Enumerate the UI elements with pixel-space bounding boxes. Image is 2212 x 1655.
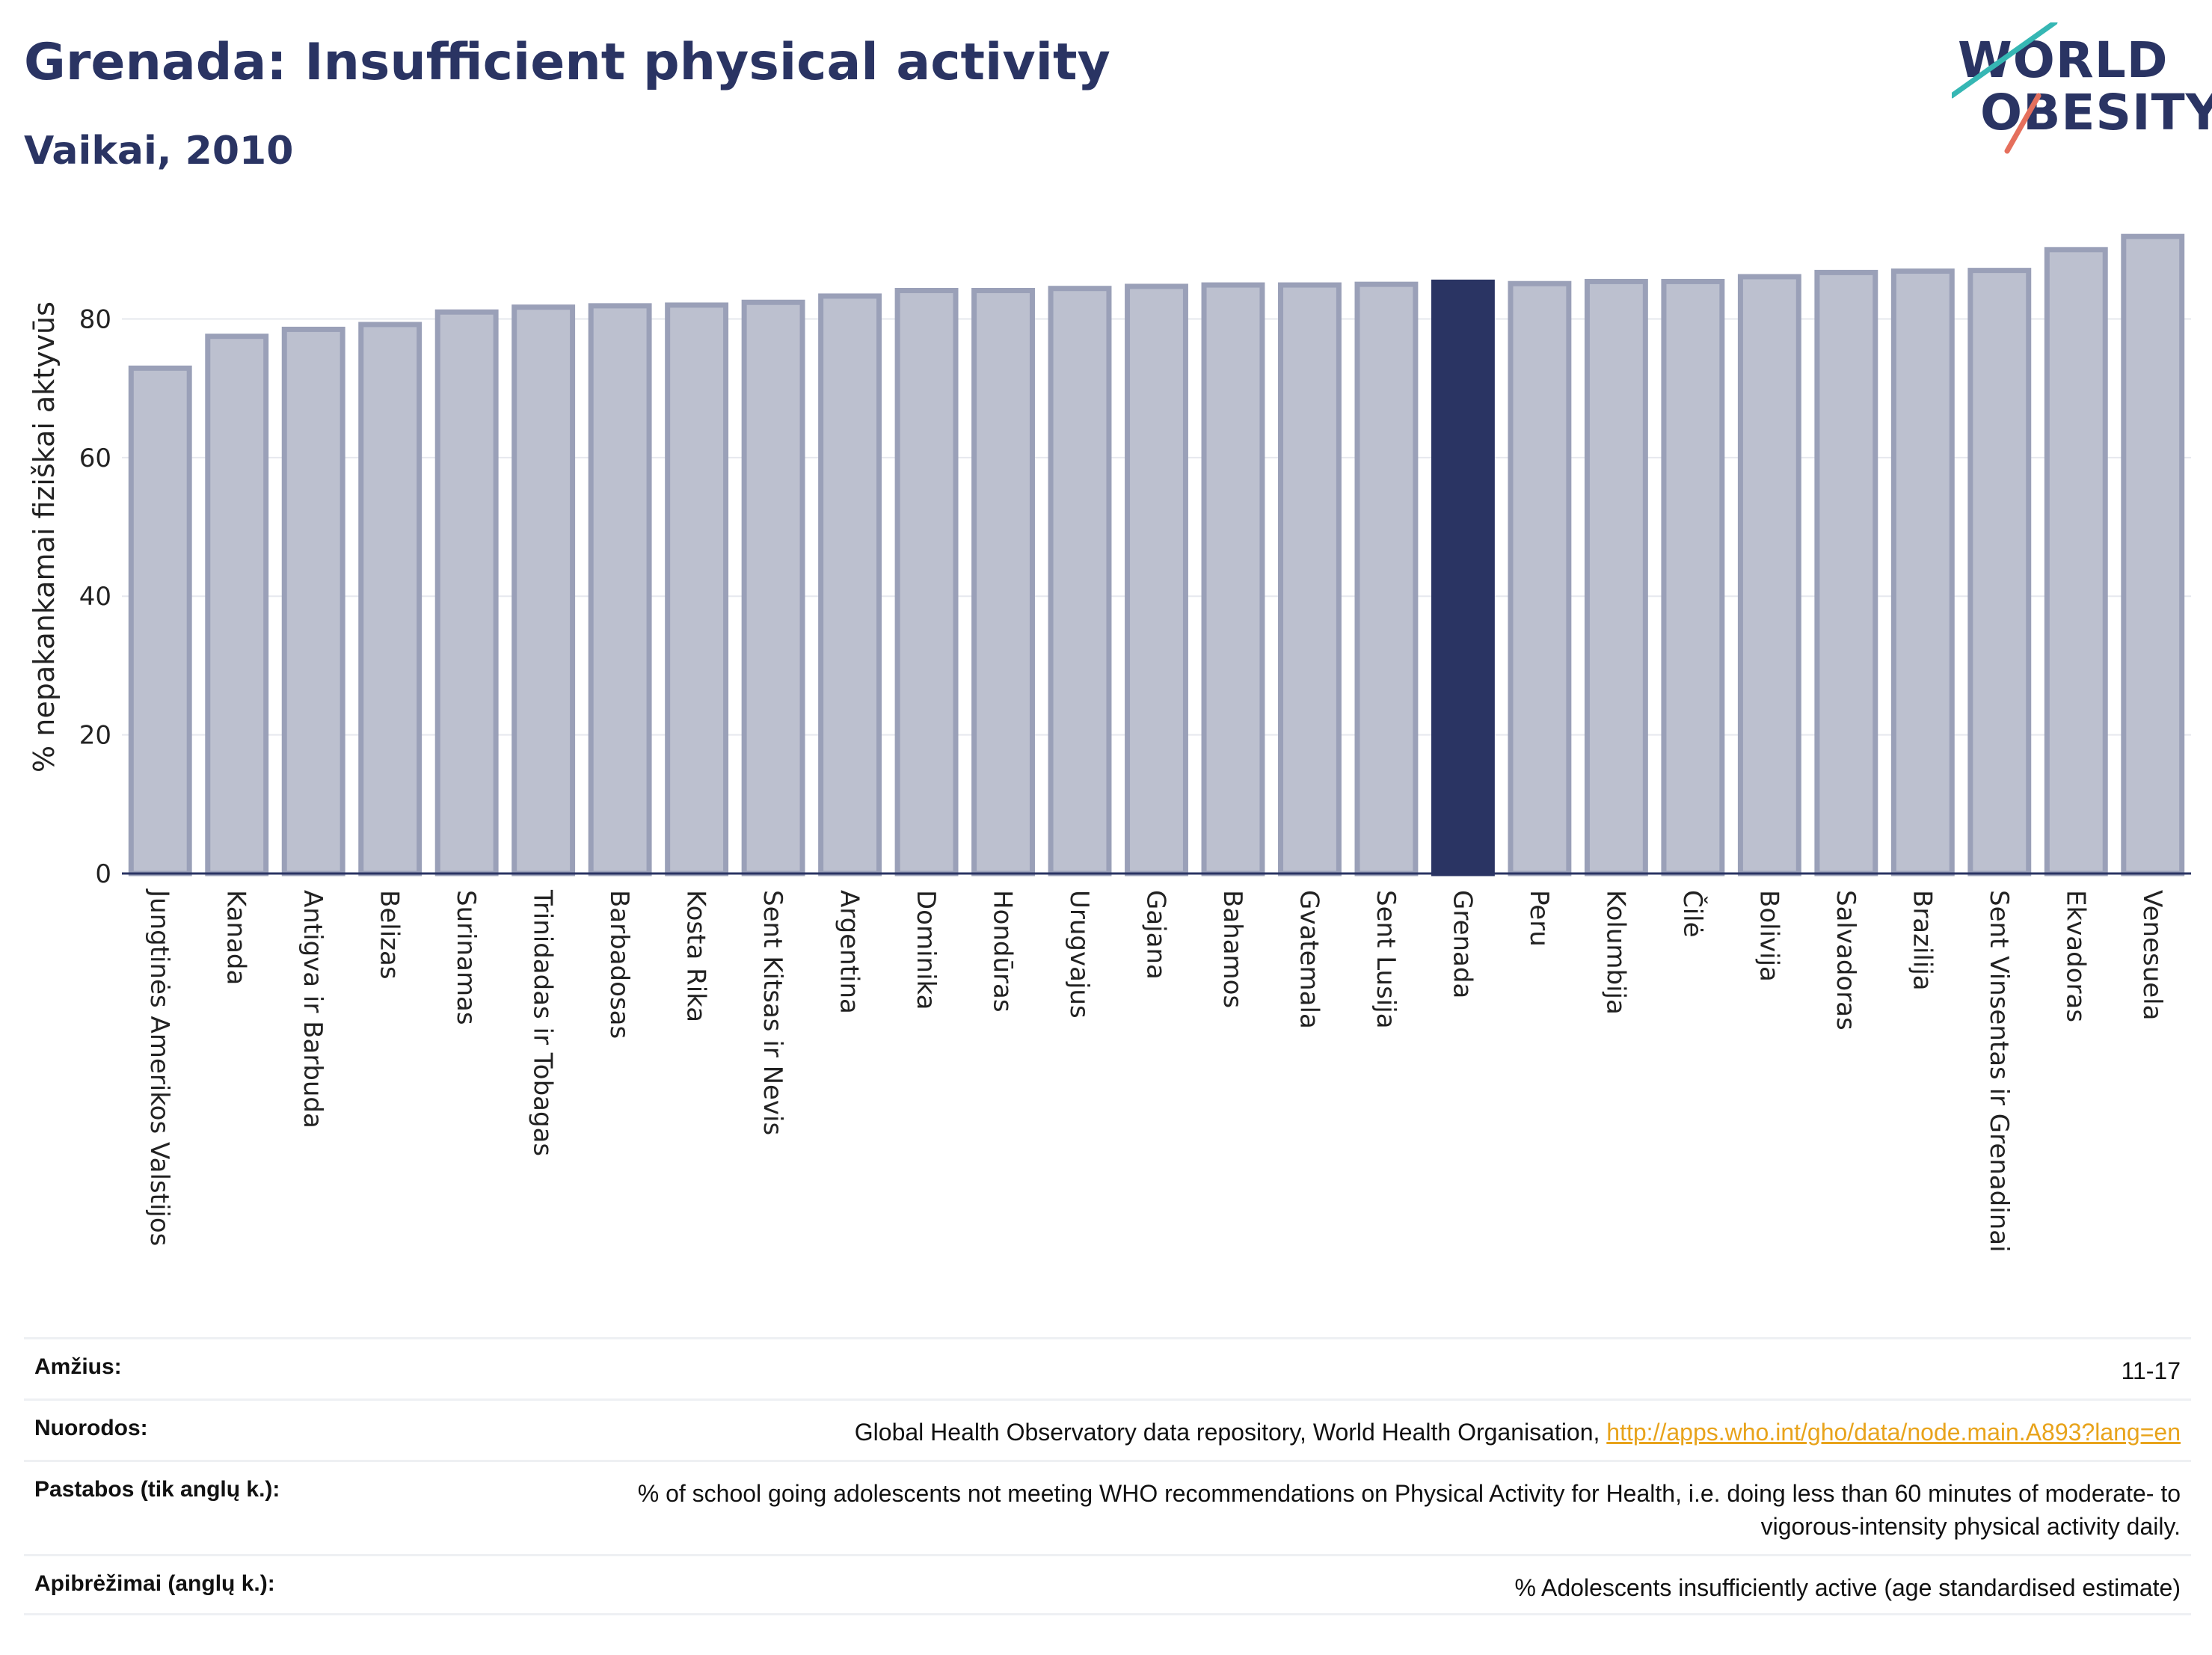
bar-18[interactable]: [1508, 280, 1572, 876]
bar-0[interactable]: [128, 365, 192, 876]
x-tick-label: Jungtinės Amerikos Valstijos: [144, 888, 174, 1246]
x-tick-label: Bolivija: [1754, 890, 1784, 982]
x-tick-label: Sent Vinsentas ir Grenadinai: [1984, 890, 2014, 1253]
x-tick-label: Salvadoras: [1831, 890, 1861, 1031]
x-tick-label: Venesuela: [2137, 890, 2167, 1020]
logo-slash-icon: [1952, 22, 2058, 154]
bar-22[interactable]: [1814, 269, 1878, 876]
info-value-references: Global Health Observatory data repositor…: [855, 1416, 2191, 1449]
axes: 0 20 40 60 80: [79, 304, 2191, 889]
bar-15[interactable]: [1278, 282, 1342, 876]
bar-11[interactable]: [971, 287, 1035, 876]
category-labels: Jungtinės Amerikos Valstijos Kanada Antigv…: [144, 888, 2167, 1253]
bar-23[interactable]: [1890, 268, 1955, 876]
info-row-notes: Pastabos (tik anglų k.): % of school goi…: [24, 1460, 2191, 1554]
bar-9[interactable]: [818, 293, 882, 876]
bar-17[interactable]: [1431, 279, 1495, 876]
x-tick-label: Argentina: [835, 890, 864, 1014]
x-tick-label: Surinamas: [451, 890, 481, 1025]
x-tick-label: Belizas: [375, 890, 405, 980]
y-tick-label: 80: [79, 304, 111, 334]
y-tick-label: 40: [79, 582, 111, 612]
bar-25[interactable]: [2044, 247, 2108, 876]
x-tick-label: Peru: [1524, 890, 1554, 947]
logo-text-line1: WORLD: [1958, 31, 2169, 89]
x-tick-label: Trinidadas ir Tobagas: [528, 889, 558, 1156]
chart-title: Grenada: Insufficient physical activity: [24, 33, 1110, 92]
x-tick-label: Hondūras: [988, 890, 1018, 1013]
y-tick-label: 0: [95, 859, 111, 889]
x-tick-label: Barbadosas: [604, 890, 634, 1039]
info-label-notes: Pastabos (tik anglų k.):: [34, 1477, 280, 1502]
bar-4[interactable]: [434, 309, 499, 876]
bar-14[interactable]: [1201, 282, 1265, 876]
y-axis-title: % nepakankamai fiziškai aktyvūs: [28, 301, 61, 773]
bar-16[interactable]: [1354, 281, 1419, 876]
bar-chart: 0 20 40 60 80 Jungtinės Amerikos Valstijos Ka…: [28, 233, 2191, 1253]
x-tick-label: Gvatemala: [1294, 890, 1324, 1029]
x-tick-label: Antigva ir Barbuda: [298, 890, 328, 1129]
bar-1[interactable]: [205, 334, 269, 876]
info-value-definitions: % Adolescents insufficiently active (age…: [1514, 1574, 2181, 1601]
bar-19[interactable]: [1584, 278, 1648, 876]
bar-10[interactable]: [894, 287, 959, 876]
x-tick-label: Grenada: [1447, 890, 1477, 998]
info-table: Amžius: 11-17 Nuorodos: Global Health Ob…: [24, 1337, 2191, 1615]
info-row-definitions: Apibrėžimai (anglų k.): % Adolescents in…: [24, 1554, 2191, 1615]
x-tick-label: Ekvadoras: [2060, 890, 2090, 1022]
info-label-references: Nuorodos:: [34, 1416, 148, 1440]
x-tick-label: Brazilija: [1907, 890, 1937, 991]
bar-3[interactable]: [358, 322, 423, 876]
world-obesity-logo: WORLD OBESITY: [1952, 22, 2212, 157]
y-tick-label: 60: [79, 443, 111, 473]
x-tick-label: Sent Lusija: [1371, 890, 1401, 1029]
bar-20[interactable]: [1661, 278, 1725, 876]
bar-26[interactable]: [2121, 233, 2185, 876]
reference-text: Global Health Observatory data repositor…: [854, 1419, 1600, 1446]
x-tick-label: Kosta Rika: [681, 890, 711, 1022]
bar-24[interactable]: [1967, 268, 2032, 876]
bar-6[interactable]: [588, 303, 652, 876]
x-tick-label: Kolumbija: [1600, 890, 1630, 1015]
chart-subtitle: Vaikai, 2010: [24, 129, 294, 174]
bar-21[interactable]: [1737, 274, 1801, 876]
x-tick-label: Sent Kitsas ir Nevis: [758, 890, 787, 1135]
bar-2[interactable]: [281, 326, 345, 876]
bar-5[interactable]: [511, 304, 576, 876]
bar-12[interactable]: [1048, 286, 1112, 876]
x-tick-label: Kanada: [221, 890, 251, 985]
bars: [128, 233, 2185, 876]
info-value-age: 11-17: [2121, 1357, 2181, 1384]
bar-8[interactable]: [741, 299, 805, 876]
x-tick-label: Gajana: [1141, 890, 1171, 980]
x-tick-label: Bahamos: [1217, 890, 1247, 1008]
x-tick-label: Čilė: [1677, 890, 1708, 938]
info-label-definitions: Apibrėžimai (anglų k.):: [34, 1571, 275, 1596]
bar-13[interactable]: [1125, 283, 1188, 876]
x-tick-label: Urugvajus: [1064, 890, 1094, 1019]
x-tick-label: Dominika: [911, 890, 941, 1010]
info-value-notes: % of school going adolescents not meetin…: [637, 1480, 2181, 1540]
reference-link[interactable]: http://apps.who.int/gho/data/node.main.A…: [1606, 1419, 2181, 1446]
y-tick-label: 20: [79, 721, 111, 751]
info-label-age: Amžius:: [34, 1354, 122, 1379]
info-row-age: Amžius: 11-17: [24, 1337, 2191, 1398]
info-row-references: Nuorodos: Global Health Observatory data…: [24, 1398, 2191, 1460]
bar-7[interactable]: [665, 302, 729, 876]
